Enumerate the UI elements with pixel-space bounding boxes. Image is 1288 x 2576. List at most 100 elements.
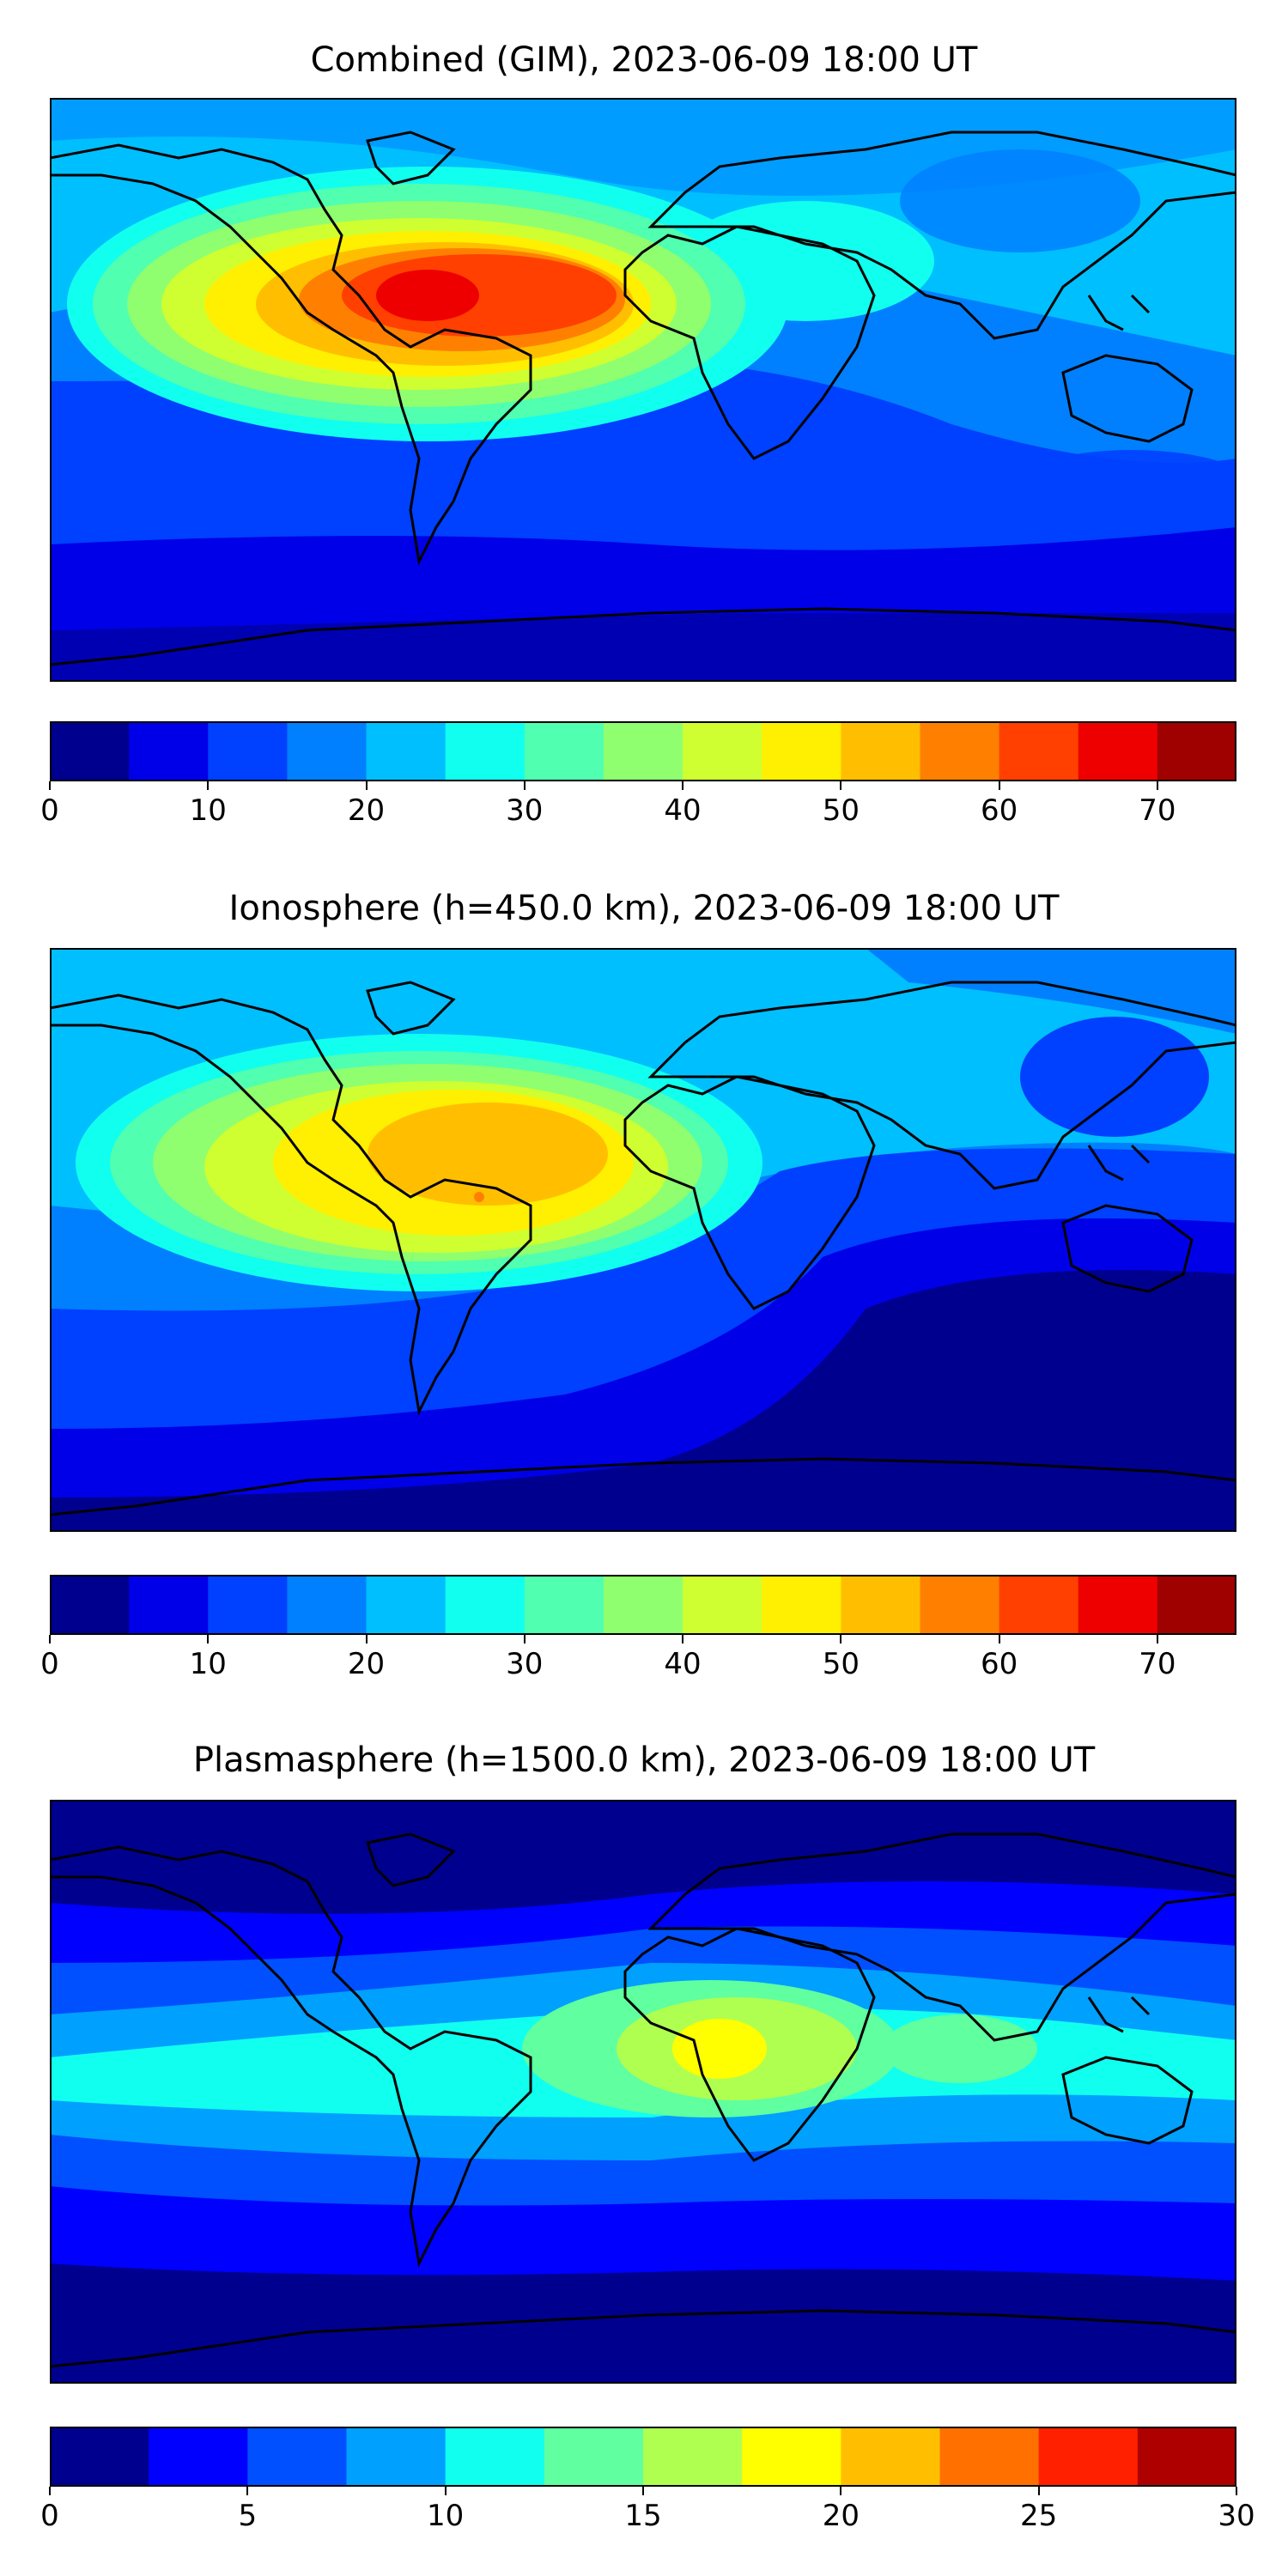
panel-2-map-svg — [50, 948, 1236, 1532]
colorbar-tick-mark — [49, 2487, 51, 2495]
colorbar-segment — [129, 1575, 209, 1635]
americas-coast — [50, 143, 532, 566]
colorbar-segment — [841, 1575, 920, 1635]
colorbar-segment — [208, 721, 288, 781]
colorbar-tick-mark — [207, 781, 210, 790]
colorbar-tick-label: 10 — [427, 2499, 465, 2533]
islands-coast — [1087, 1144, 1151, 1182]
colorbar-segment — [50, 1575, 130, 1635]
colorbar-segment — [1157, 721, 1236, 781]
colorbar-tick-label: 20 — [347, 793, 386, 828]
contour-level — [1003, 450, 1236, 536]
colorbar-segment — [445, 2427, 545, 2487]
contour-level — [866, 948, 1236, 1034]
colorbar-segment — [287, 1575, 368, 1635]
antarctica-coast — [50, 607, 1236, 682]
colorbar-segment — [1078, 721, 1158, 781]
contour-level — [376, 270, 479, 321]
colorbar-segment — [247, 2427, 347, 2487]
eurasia-coast — [647, 981, 1236, 1190]
panel-1-title: Combined (GIM), 2023-06-09 18:00 UT — [310, 40, 978, 80]
colorbar-tick-mark — [49, 781, 51, 790]
colorbar-segment — [841, 2427, 940, 2487]
colorbar-tick-label: 70 — [1139, 793, 1176, 828]
colorbar-3-ticks: 0 5 10 15 20 25 30 — [40, 2487, 1255, 2542]
colorbar-tick-label: 50 — [822, 793, 860, 828]
colorbar-segment — [287, 721, 368, 781]
colorbar-segment — [1157, 1575, 1236, 1635]
australia-coast — [1061, 2056, 1194, 2145]
colorbar-tick-mark — [840, 781, 842, 790]
colorbar-segment — [999, 721, 1079, 781]
colorbar-tick-label: 10 — [189, 793, 227, 828]
colorbar-segment — [999, 1575, 1079, 1635]
colorbar-segment — [920, 721, 1000, 781]
islands-coast — [1087, 1996, 1151, 2033]
colorbar-tick-mark — [523, 1635, 526, 1643]
americas-coast — [50, 1845, 532, 2268]
colorbar-tick-label: 0 — [40, 2499, 59, 2533]
colorbar-tick-label: 25 — [1020, 2499, 1058, 2533]
colorbar-segment — [366, 1575, 447, 1635]
colorbar-segment — [603, 721, 683, 781]
panel-2-colorbar — [50, 1575, 1236, 1635]
colorbar-tick-label: 15 — [624, 2499, 662, 2533]
colorbar-segment — [445, 1575, 526, 1635]
colorbar-tick-mark — [682, 1635, 684, 1643]
colorbar-segment — [1038, 2427, 1139, 2487]
colorbar-tick-mark — [49, 1635, 51, 1643]
colorbar-segment — [149, 2427, 248, 2487]
panel-2-map — [50, 948, 1236, 1532]
colorbar-segment — [544, 2427, 644, 2487]
contour-level — [50, 1270, 1236, 1532]
colorbar-segment — [366, 721, 447, 781]
greenland-coast — [366, 981, 456, 1036]
colorbar-tick-mark — [1156, 781, 1158, 790]
contour-level — [1020, 1017, 1209, 1137]
colorbar-segment — [50, 721, 130, 781]
colorbar-2-svg — [50, 1575, 1236, 1635]
greenland-coast — [366, 131, 456, 185]
colorbar-tick-label: 40 — [664, 793, 702, 828]
panel-1-map-svg — [50, 98, 1236, 682]
colorbar-tick-label: 0 — [40, 1647, 59, 1681]
colorbar-tick-mark — [1236, 2487, 1237, 2495]
colorbar-segment — [346, 2427, 447, 2487]
contour-level — [883, 2014, 1037, 2083]
panel-1-map — [50, 98, 1236, 682]
colorbar-tick-mark — [207, 1635, 210, 1643]
colorbar-1-svg — [50, 721, 1236, 781]
colorbar-tick-label: 70 — [1139, 1647, 1176, 1681]
colorbar-segment — [524, 721, 605, 781]
colorbar-2-ticks: 0 10 20 30 40 50 60 70 — [40, 1635, 1236, 1690]
panel-1-colorbar — [50, 721, 1236, 781]
contour-level — [368, 1103, 608, 1206]
colorbar-tick-label: 20 — [347, 1647, 386, 1681]
islands-coast — [1087, 294, 1151, 331]
coastlines — [50, 1832, 1236, 2384]
colorbar-segment — [920, 1575, 1000, 1635]
colorbar-1-ticks: 0 10 20 30 40 50 60 70 — [40, 781, 1236, 836]
colorbar-segment — [524, 1575, 605, 1635]
colorbar-segment — [939, 2427, 1040, 2487]
colorbar-segment — [50, 2427, 149, 2487]
map-frame — [50, 948, 1236, 1532]
map-frame — [50, 98, 1236, 682]
colorbar-segment — [129, 721, 209, 781]
colorbar-tick-label: 5 — [238, 2499, 258, 2533]
greenland-coast — [366, 1832, 456, 1887]
colorbar-segment — [643, 2427, 743, 2487]
panel-3-colorbar — [50, 2427, 1236, 2487]
colorbar-tick-label: 60 — [980, 1647, 1018, 1681]
colorbar-segment — [683, 721, 762, 781]
colorbar-segment — [841, 721, 920, 781]
colorbar-segment — [1137, 2427, 1236, 2487]
colorbar-tick-mark — [523, 781, 526, 790]
colorbar-frame — [50, 2427, 1236, 2487]
antarctica-coast — [50, 1457, 1236, 1532]
colorbar-tick-label: 30 — [1218, 2499, 1255, 2533]
colorbar-tick-mark — [840, 2487, 842, 2495]
panel-3-title: Plasmasphere (h=1500.0 km), 2023-06-09 1… — [192, 1741, 1096, 1780]
antarctica-coast — [50, 2309, 1236, 2384]
contour-level — [672, 2019, 767, 2079]
